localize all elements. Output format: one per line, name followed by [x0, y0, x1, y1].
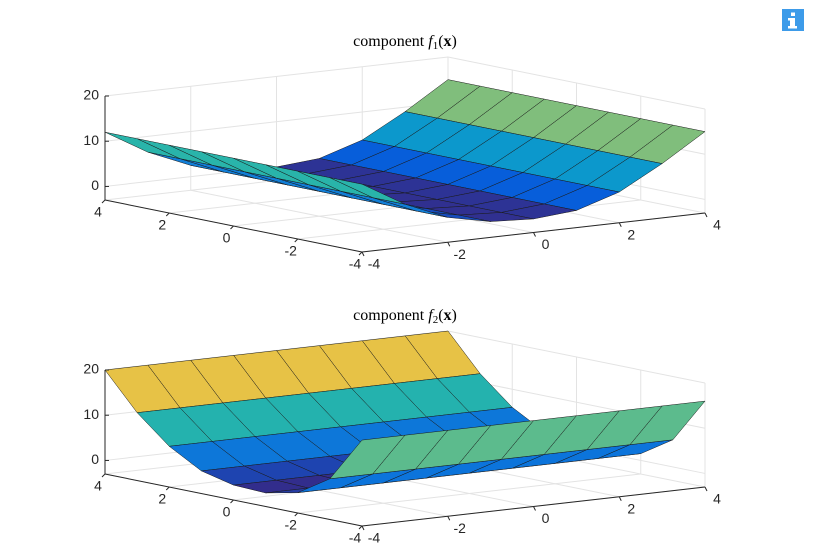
z-tick-label: 20 [83, 87, 99, 103]
title-part: component [353, 307, 425, 324]
info-button[interactable] [782, 9, 804, 31]
x-tick-label: 2 [627, 500, 635, 516]
x-tick-label: -4 [368, 256, 381, 272]
y-tick-label: 0 [223, 504, 231, 520]
chart-title: component f2(x) [353, 307, 457, 326]
surface-patch [329, 177, 405, 205]
title-part: 2 [433, 314, 439, 326]
title-part: x [444, 33, 452, 50]
title-part: ) [452, 307, 457, 324]
x-tick-label: -2 [454, 520, 467, 536]
x-tick-label: 4 [713, 217, 721, 233]
y-tick [101, 473, 106, 478]
title-part: 1 [433, 40, 439, 52]
z-tick-label: 0 [91, 451, 99, 467]
title-part: ) [452, 33, 457, 50]
x-tick [618, 496, 622, 501]
x-tick [447, 242, 451, 247]
x-tick [533, 506, 536, 511]
y-tick-label: -2 [285, 517, 298, 533]
grid-line [104, 101, 449, 142]
y-tick [358, 251, 363, 256]
x-tick [704, 212, 708, 218]
x-tick-label: 0 [542, 236, 550, 252]
z-tick-label: 0 [91, 177, 99, 193]
y-tick [165, 212, 170, 217]
y-tick [101, 199, 106, 204]
surface-patch [329, 434, 406, 480]
y-tick-label: 2 [158, 491, 166, 507]
x-tick [361, 525, 365, 531]
x-tick-label: 4 [713, 491, 721, 507]
y-tick [165, 486, 170, 491]
y-tick [294, 238, 299, 243]
title-part: x [444, 307, 452, 324]
surface-plot: component f1(x) -4 -2 0 2 4 -4 -2 0 2 4 0 10 20 [83, 33, 721, 272]
y-tick [358, 525, 363, 530]
grid-line [297, 473, 641, 514]
y-tick [230, 499, 234, 504]
grid-line [104, 56, 449, 97]
x-tick [618, 222, 622, 227]
title-part: ( [438, 307, 443, 324]
title-part: component [353, 33, 425, 50]
x-tick-label: 2 [627, 226, 635, 242]
info-icon-stem [788, 18, 797, 29]
x-tick [704, 486, 708, 492]
x-tick [361, 251, 365, 257]
y-tick-label: -4 [349, 530, 362, 544]
chart-title: component f1(x) [353, 33, 457, 52]
y-tick-label: 0 [223, 230, 231, 246]
y-tick-label: 4 [94, 204, 102, 220]
title-part: f [428, 307, 435, 324]
grid-line [447, 56, 706, 110]
title-part: ( [438, 33, 443, 50]
y-tick-label: 2 [158, 217, 166, 233]
info-icon-dot [791, 12, 795, 16]
z-tick-label: 20 [83, 361, 99, 377]
y-tick [230, 225, 234, 230]
y-tick-label: -4 [349, 256, 362, 272]
x-tick-label: -2 [454, 246, 467, 262]
x-tick [533, 232, 536, 237]
z-tick-label: 10 [83, 132, 99, 148]
x-tick [447, 516, 451, 521]
grid-line [447, 330, 706, 384]
y-tick [294, 512, 299, 517]
y-tick-label: -2 [285, 243, 298, 259]
title-part: f [428, 33, 435, 50]
x-tick-label: -4 [368, 530, 381, 544]
y-tick-label: 4 [94, 478, 102, 494]
x-tick-label: 0 [542, 510, 550, 526]
z-tick-label: 10 [83, 406, 99, 422]
